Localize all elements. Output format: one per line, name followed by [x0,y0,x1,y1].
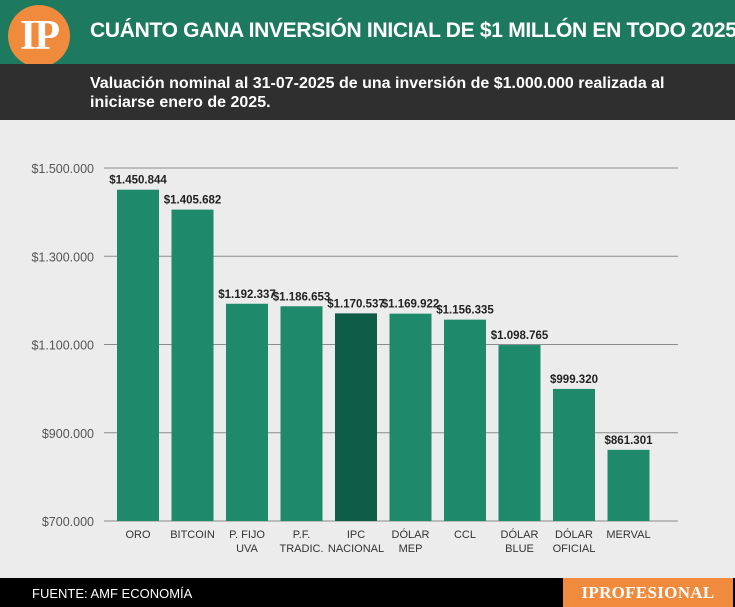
bar [498,345,541,521]
bar [226,303,268,521]
x-tick-label: DÓLAR OFICIAL [553,528,596,555]
bar [607,449,650,521]
x-tick-label-line: TRADIC. [280,543,324,555]
x-tick-label-line: CCL [454,529,476,541]
x-tick-label-line: P.F. [293,529,311,541]
ip-logo: IP [8,5,70,67]
y-tick-label: $700.000 [42,515,94,529]
data-label: $1.450.844 [109,175,167,187]
y-tick-label: $900.000 [42,427,94,441]
header-bar: IP CUÁNTO GANA INVERSIÓN INICIAL DE $1 M… [0,0,735,67]
brand-logo: IPROFESIONAL [563,578,733,607]
x-tick-label-line: DÓLAR [392,528,430,541]
x-tick-label-line: MERVAL [606,529,650,541]
x-tick-label-line: P. FIJO [229,529,265,541]
chart-title: CUÁNTO GANA INVERSIÓN INICIAL DE $1 MILL… [90,19,735,42]
bar [171,209,214,521]
bar [280,306,323,521]
data-label: $1.098.765 [491,330,549,342]
data-label: $999.320 [550,374,598,386]
x-tick-label-line: OFICIAL [553,543,596,555]
chart-subtitle: Valuación nominal al 31-07-2025 de una i… [90,75,665,111]
data-label: $1.192.337 [218,289,276,301]
x-tick-label: DÓLAR MEP [392,528,430,555]
x-tick-label: ORO [125,529,151,541]
y-tick-label: $1.100.000 [31,339,94,353]
x-tick-label-line: NACIONAL [328,543,384,555]
y-tick-label: $1.300.000 [31,250,94,264]
data-label: $1.186.653 [273,291,331,303]
x-tick-label-line: MEP [399,543,423,555]
chart-area: $700.000 $900.000 $1.100.000 $1.300.000 $1.5… [0,120,735,574]
x-tick-label-line: ORO [125,529,151,541]
data-label: $1.169.922 [382,299,440,311]
x-tick-label-line: DÓLAR [555,528,593,541]
x-tick-label: DÓLAR BLUE [501,528,539,555]
data-label: $1.405.682 [164,195,222,207]
bar [444,319,486,521]
x-tick-label-line: DÓLAR [501,528,539,541]
x-tick-label-line: UVA [236,543,258,555]
x-tick-label-line: BLUE [505,543,534,555]
bar [117,189,159,521]
bar [335,313,377,521]
bar [389,313,432,521]
bar [553,388,595,521]
x-tick-label: BITCOIN [170,529,215,541]
y-tick-label: $1.500.000 [31,162,94,176]
x-tick-label: CCL [454,529,476,541]
x-tick-label-line: IPC [347,529,365,541]
subtitle-bar: Valuación nominal al 31-07-2025 de una i… [0,64,735,120]
x-tick-label-line: BITCOIN [170,529,215,541]
source-note: FUENTE: AMF ECONOMÍA [32,586,193,601]
x-tick-label: P. FIJO UVA [229,529,265,555]
x-tick-label: IPC NACIONAL [328,529,384,555]
data-label: $1.170.537 [327,298,385,310]
x-tick-label: P.F. TRADIC. [280,529,324,555]
x-tick-label: MERVAL [606,529,650,541]
data-label: $1.156.335 [436,305,494,317]
data-label: $861.301 [605,435,654,447]
footer-bar: FUENTE: AMF ECONOMÍA IPROFESIONAL [0,578,735,607]
bar-chart: $700.000 $900.000 $1.100.000 $1.300.000 $1.5… [31,162,678,555]
